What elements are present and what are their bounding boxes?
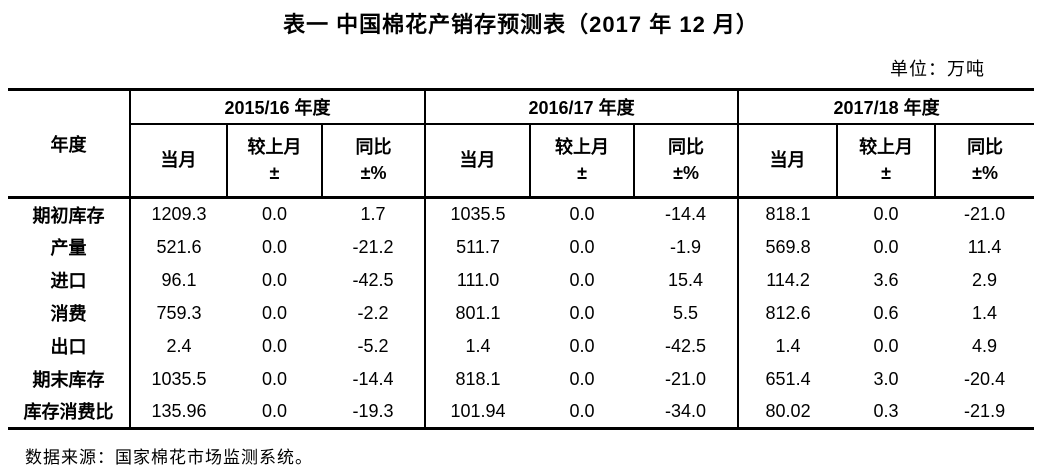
value-cell: -5.2 — [357, 335, 389, 356]
value-cell: -20.4 — [964, 368, 1006, 389]
value-cell: 0.0 — [569, 335, 595, 356]
value-cell: 1035.5 — [424, 197, 531, 231]
value-cell: -42.5 — [665, 335, 707, 356]
value-cell: 0.6 — [873, 302, 899, 323]
value-cell: 96.1 — [161, 269, 197, 290]
value-cell: 0.0 — [569, 204, 595, 225]
value-cell: 801.1 — [424, 296, 531, 330]
value-cell: 11.4 — [967, 236, 1002, 257]
table-body: 期初库存 1209.3 0.0 1.7 1035.5 0.0 -14.4 818… — [8, 197, 1034, 429]
value-cell: 0.0 — [261, 302, 288, 323]
value-cell: 521.6 — [156, 236, 202, 257]
group-header-2017-18: 2017/18 年度 — [737, 89, 1035, 125]
value-cell: 511.7 — [424, 230, 531, 264]
value-cell: 1.7 — [360, 204, 386, 225]
value-cell: 0.0 — [261, 400, 288, 421]
value-cell: 818.1 — [737, 197, 838, 231]
table-title: 表一 中国棉花产销存预测表（2017 年 12 月） — [283, 12, 759, 37]
value-cell: 1209.3 — [151, 204, 207, 225]
value-cell: 0.0 — [569, 368, 595, 389]
value-cell: 0.0 — [873, 335, 899, 356]
table-row: 库存消费比 135.96 0.0 -19.3 101.94 0.0 -34.0 … — [8, 395, 1034, 429]
table-row: 期末库存 1035.5 0.0 -14.4 818.1 0.0 -21.0 65… — [8, 362, 1034, 396]
group-header-2015-16: 2015/16 年度 — [130, 89, 426, 125]
value-cell: 0.0 — [261, 335, 288, 356]
group-header-2016-17: 2016/17 年度 — [424, 89, 739, 125]
value-cell: 4.9 — [972, 335, 998, 356]
table-row: 消费 759.3 0.0 -2.2 801.1 0.0 5.5 812.6 0.… — [8, 296, 1034, 330]
value-cell: 1035.5 — [151, 368, 207, 389]
table-row: 产量 521.6 0.0 -21.2 511.7 0.0 -1.9 569.8 … — [8, 230, 1034, 264]
row-label: 期初库存 — [8, 197, 131, 231]
value-cell: -21.2 — [352, 236, 394, 257]
value-cell: 0.0 — [261, 269, 288, 290]
value-cell: 1.4 — [424, 329, 531, 363]
value-cell: 0.0 — [569, 236, 595, 257]
subheader-current-month: 当月 — [130, 123, 227, 199]
subheader-vs-last-month: 较上月 ± — [226, 123, 322, 199]
unit-label: 单位：万吨 — [890, 59, 985, 79]
value-cell: 0.0 — [261, 368, 288, 389]
value-cell: 114.2 — [737, 263, 838, 297]
value-cell: -34.0 — [665, 400, 707, 421]
value-cell: -1.9 — [670, 236, 702, 257]
row-label: 出口 — [8, 329, 131, 363]
table-row: 进口 96.1 0.0 -42.5 111.0 0.0 15.4 114.2 3… — [8, 263, 1034, 297]
value-cell: 0.0 — [569, 269, 595, 290]
value-cell: -2.2 — [357, 302, 389, 323]
value-cell: 3.6 — [873, 269, 899, 290]
subheader-yoy: 同比 ±% — [934, 123, 1035, 199]
table-row: 期初库存 1209.3 0.0 1.7 1035.5 0.0 -14.4 818… — [8, 197, 1034, 231]
value-cell: 111.0 — [424, 263, 531, 297]
value-cell: 651.4 — [737, 362, 838, 396]
subheader-yoy: 同比 ±% — [320, 123, 426, 199]
value-cell: 3.0 — [873, 368, 899, 389]
value-cell: 0.3 — [873, 400, 899, 421]
value-cell: 759.3 — [156, 302, 202, 323]
value-cell: -21.0 — [964, 204, 1006, 225]
value-cell: 0.0 — [569, 400, 595, 421]
value-cell: 2.4 — [166, 335, 192, 356]
value-cell: 0.0 — [873, 236, 899, 257]
value-cell: 569.8 — [737, 230, 838, 264]
row-label: 期末库存 — [8, 362, 131, 396]
value-cell: -14.4 — [352, 368, 394, 389]
value-cell: -21.9 — [964, 400, 1006, 421]
value-cell: 135.96 — [151, 400, 207, 421]
group-header-row: 年度 2015/16 年度 2016/17 年度 2017/18 年度 — [8, 89, 1035, 199]
value-cell: 0.0 — [873, 204, 899, 225]
subheader-yoy: 同比 ±% — [633, 123, 739, 199]
data-source-note: 数据来源：国家棉花市场监测系统。 — [25, 448, 313, 467]
table-row: 出口 2.4 0.0 -5.2 1.4 0.0 -42.5 1.4 0.0 4.… — [8, 329, 1034, 363]
year-column-header: 年度 — [8, 89, 131, 199]
value-cell: -42.5 — [352, 269, 394, 290]
subheader-vs-last-month: 较上月 ± — [836, 123, 936, 199]
value-cell: 15.4 — [668, 269, 704, 290]
value-cell: -19.3 — [352, 400, 394, 421]
value-cell: 2.9 — [972, 269, 998, 290]
value-cell: 1.4 — [972, 302, 998, 323]
sub-header-row: 当月 较上月 ± 同比 ±% 当月 较上月 ± 同比 ±% 当月 较上月 ± 同… — [8, 123, 1035, 199]
row-label: 产量 — [8, 230, 131, 264]
row-label: 库存消费比 — [8, 395, 131, 429]
value-cell: 818.1 — [424, 362, 531, 396]
value-cell: 812.6 — [737, 296, 838, 330]
row-label: 消费 — [8, 296, 131, 330]
value-cell: 5.5 — [673, 302, 699, 323]
value-cell: 0.0 — [569, 302, 595, 323]
value-cell: 80.02 — [737, 395, 838, 429]
data-table: 年度 2015/16 年度 2016/17 年度 2017/18 年度 当月 较… — [8, 88, 1035, 430]
row-label: 进口 — [8, 263, 131, 297]
subheader-current-month: 当月 — [424, 123, 531, 199]
table-header: 年度 2015/16 年度 2016/17 年度 2017/18 年度 当月 较… — [8, 89, 1035, 199]
value-cell: 1.4 — [737, 329, 838, 363]
value-cell: 0.0 — [261, 236, 288, 257]
value-cell: -21.0 — [665, 368, 707, 389]
value-cell: 101.94 — [424, 395, 531, 429]
subheader-current-month: 当月 — [737, 123, 838, 199]
subheader-vs-last-month: 较上月 ± — [529, 123, 635, 199]
value-cell: -14.4 — [665, 204, 707, 225]
value-cell: 0.0 — [261, 204, 288, 225]
